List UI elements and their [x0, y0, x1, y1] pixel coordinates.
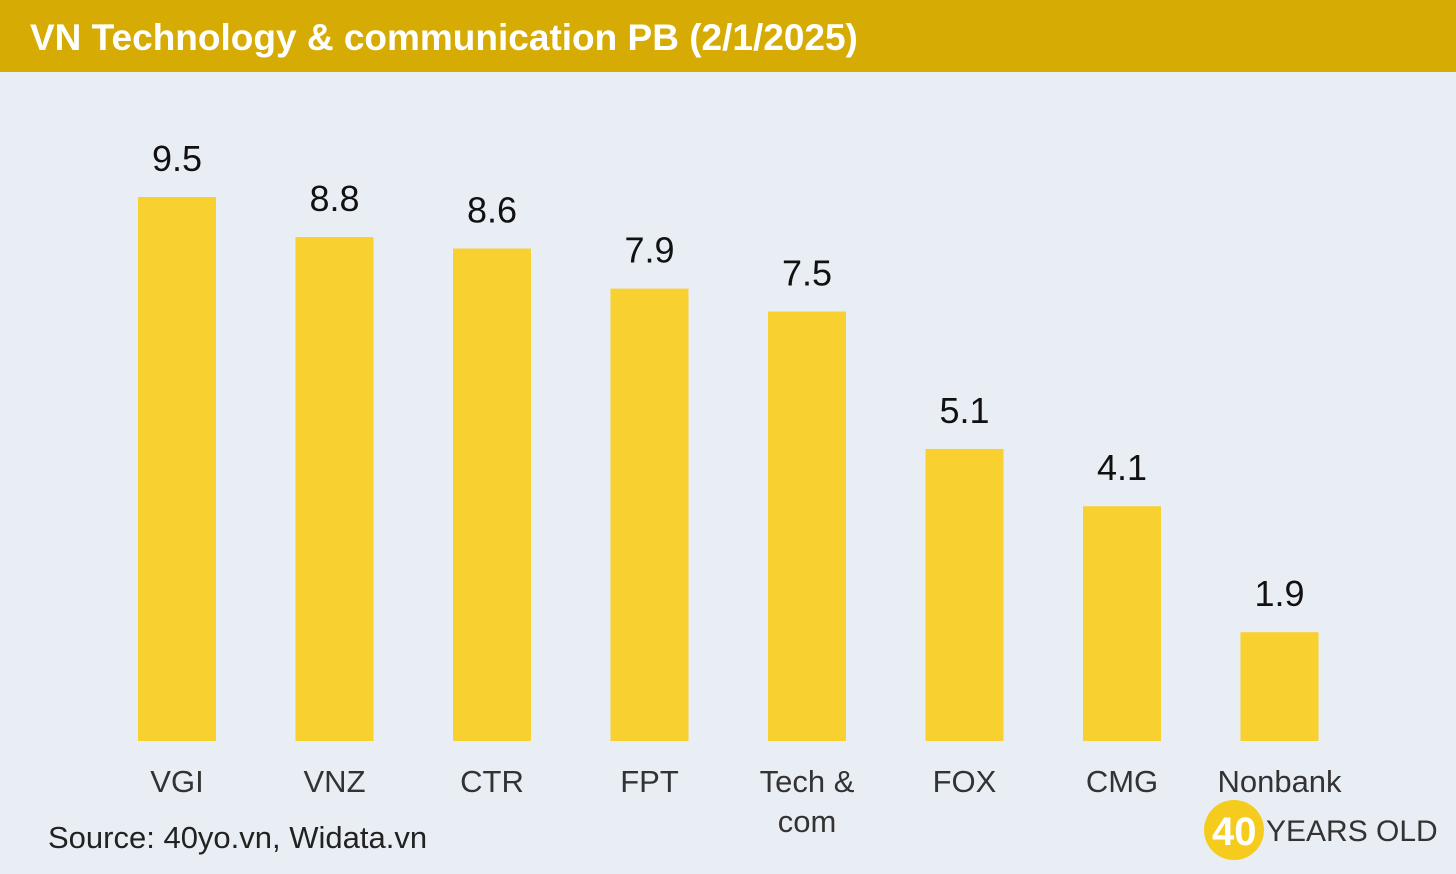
data-label: 9.5 [152, 138, 202, 179]
data-label: 1.9 [1254, 573, 1304, 614]
logo-text: YEARS OLD [1266, 815, 1438, 848]
data-label: 5.1 [939, 390, 989, 431]
source-note: Source: 40yo.vn, Widata.vn [48, 820, 428, 855]
bar-tech-com [768, 311, 846, 741]
logo-number: 40 [1212, 810, 1257, 854]
bar-fpt [610, 288, 689, 741]
bar-vgi [138, 197, 216, 741]
x-tick-label: Tech & com [760, 764, 855, 839]
x-tick-label: VNZ [304, 764, 366, 799]
logo: 40 YEARS OLD [1204, 800, 1454, 862]
x-tick-label: VGI [150, 764, 203, 799]
x-tick-label: FOX [933, 764, 997, 799]
data-label: 8.6 [467, 190, 517, 231]
data-label: 4.1 [1097, 447, 1147, 488]
bar-vnz [295, 237, 374, 741]
bar-ctr [453, 248, 531, 741]
x-tick-label: FPT [620, 764, 679, 799]
data-label: 8.8 [309, 178, 359, 219]
bar-cmg [1083, 506, 1161, 741]
bar-nonbank [1240, 632, 1319, 741]
data-label: 7.9 [624, 230, 674, 271]
bar-fox [925, 448, 1004, 741]
x-tick-label: CMG [1086, 764, 1158, 799]
x-tick-label: CTR [460, 764, 524, 799]
logo-circle-icon [1204, 800, 1264, 860]
data-label: 7.5 [782, 253, 832, 294]
x-tick-label: Nonbank [1217, 764, 1342, 799]
chart-title: VN Technology & communication PB (2/1/20… [30, 17, 858, 58]
chart-header: VN Technology & communication PB (2/1/20… [0, 0, 1456, 72]
